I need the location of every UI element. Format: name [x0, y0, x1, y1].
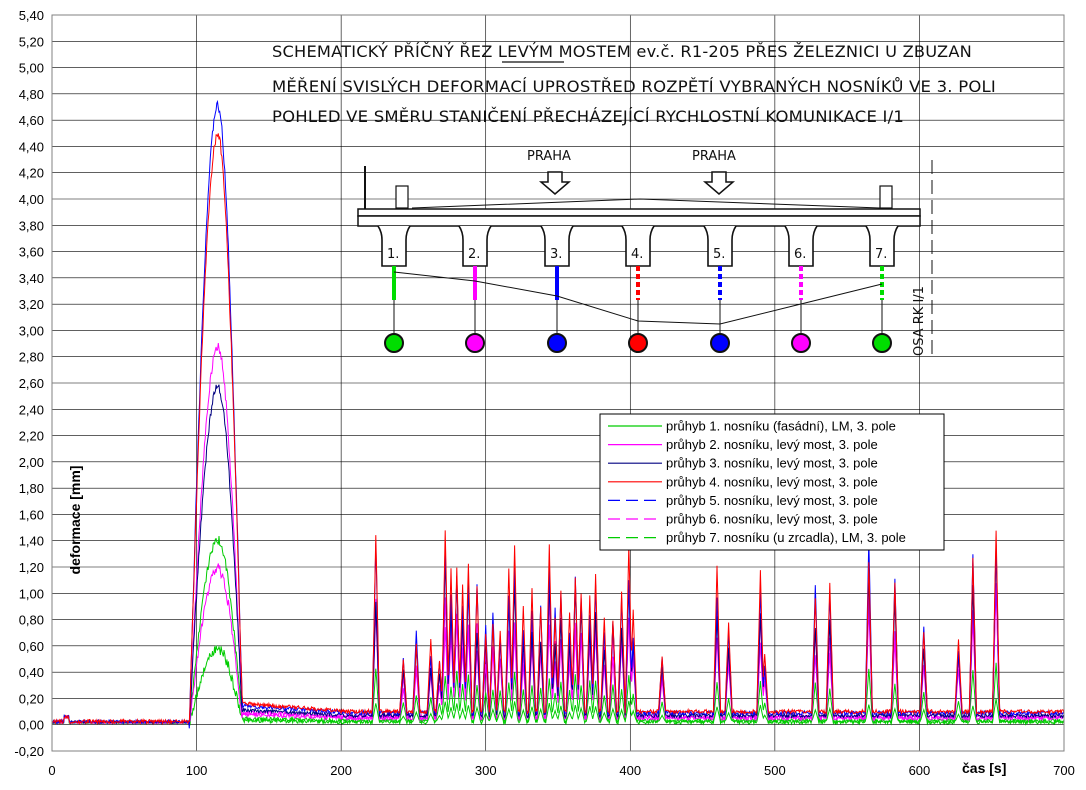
legend-label: průhyb 3. nosníku, levý most, 3. pole	[666, 456, 878, 471]
y-tick-label: 3,40	[19, 271, 44, 286]
y-tick-label: 5,40	[19, 8, 44, 23]
y-tick-label: 4,00	[19, 192, 44, 207]
beam-label: 6.	[794, 247, 806, 262]
x-tick-label: 300	[475, 763, 497, 778]
series-line	[51, 645, 1065, 726]
parapet-left	[395, 185, 409, 209]
chart-subtitle-1: MĚŘENÍ SVISLÝCH DEFORMACÍ UPROSTŘED ROZP…	[272, 77, 996, 96]
y-tick-label: -0,20	[14, 744, 44, 759]
series-line	[52, 133, 1065, 726]
chart-title: SCHEMATICKÝ PŘÍČNÝ ŘEZ LEVÝM MOSTEM ev.č…	[272, 42, 972, 61]
parapet-right	[879, 185, 893, 209]
y-tick-label: 1,80	[19, 481, 44, 496]
legend-label: průhyb 7. nosníku (u zrcadla), LM, 3. po…	[666, 530, 906, 545]
gauge-icon	[547, 333, 567, 353]
legend-label: průhyb 6. nosníku, levý most, 3. pole	[666, 512, 878, 527]
y-tick-label: 3,80	[19, 218, 44, 233]
y-tick-label: 1,20	[19, 560, 44, 575]
legend-label: průhyb 2. nosníku, levý most, 3. pole	[666, 437, 878, 452]
y-tick-label: 2,00	[19, 455, 44, 470]
y-tick-label: 1,40	[19, 534, 44, 549]
y-tick-label: 3,20	[19, 297, 44, 312]
axis-label: OSA RK I/1	[912, 286, 927, 356]
beam-label: 5.	[713, 247, 725, 262]
data-series	[51, 99, 1065, 729]
y-tick-label: 2,60	[19, 376, 44, 391]
deck	[357, 166, 921, 227]
y-tick-label: 3,60	[19, 245, 44, 260]
y-tick-labels: -0,20 0,00 0,20 0,40 0,60 0,80 1,00 1,20 1,40 1,6…	[14, 8, 44, 759]
legend-label: průhyb 1. nosníku (fasádní), LM, 3. pole	[666, 419, 896, 434]
y-tick-label: 1,00	[19, 586, 44, 601]
gauge-icon	[465, 333, 485, 353]
chart-subtitle-2: POHLED VE SMĚRU STANIČENÍ PŘECHÁZEJÍCÍ R…	[272, 107, 904, 126]
beam-label: 2.	[468, 247, 480, 262]
y-tick-label: 5,20	[19, 34, 44, 49]
gauge-icon	[628, 333, 648, 353]
arrow-down-icon	[702, 171, 736, 195]
gauge-icon	[872, 333, 892, 353]
x-tick-label: 0	[48, 763, 55, 778]
deflection-curve	[393, 271, 883, 325]
y-tick-label: 2,80	[19, 350, 44, 365]
x-tick-labels: 0 100 200 300 400 500 600 700	[48, 763, 1074, 778]
deck-top	[357, 208, 921, 217]
x-tick-label: 500	[764, 763, 786, 778]
gauge-icon	[791, 333, 811, 353]
y-tick-label: 2,40	[19, 402, 44, 417]
y-tick-label: 0,20	[19, 691, 44, 706]
y-tick-label: 0,80	[19, 613, 44, 628]
beam-label: 7.	[875, 247, 887, 262]
legend-label: průhyb 4. nosníku, levý most, 3. pole	[666, 474, 878, 489]
arrow-down-icon	[538, 171, 572, 195]
x-axis-label: čas [s]	[962, 760, 1006, 776]
x-tick-label: 200	[330, 763, 352, 778]
y-tick-label: 4,20	[19, 166, 44, 181]
y-axis-label: deformace [mm]	[67, 466, 83, 575]
y-tick-label: 0,40	[19, 665, 44, 680]
y-tick-label: 0,60	[19, 639, 44, 654]
y-tick-label: 4,60	[19, 113, 44, 128]
arrow-label-left: PRAHA	[527, 149, 571, 164]
beam-label: 4.	[631, 247, 643, 262]
deck-slab	[357, 215, 921, 227]
y-tick-label: 3,00	[19, 323, 44, 338]
plot-frame	[51, 14, 1065, 752]
y-tick-label: 4,80	[19, 87, 44, 102]
bridge-cross-section: PRAHA PRAHA OSA RK I/1 1. 2. 3. 4. 5. 6. 7.	[357, 149, 933, 356]
x-tick-label: 400	[619, 763, 641, 778]
gauge-icon	[384, 333, 404, 353]
beam-label: 3.	[550, 247, 562, 262]
y-tick-label: 5,00	[19, 61, 44, 76]
x-tick-label: 600	[909, 763, 931, 778]
series-line	[51, 342, 1065, 726]
road-surface	[411, 198, 881, 209]
gauge-icon	[710, 333, 730, 353]
beam-label: 1.	[387, 247, 399, 262]
y-tick-label: 2,20	[19, 429, 44, 444]
beams: 1. 2. 3. 4. 5. 6. 7.	[377, 225, 899, 353]
series-line	[51, 536, 1065, 727]
x-tick-label: 700	[1053, 763, 1075, 778]
y-tick-label: 1,60	[19, 507, 44, 522]
arrow-label-right: PRAHA	[692, 149, 736, 164]
legend-label: průhyb 5. nosníku, levý most, 3. pole	[666, 493, 878, 508]
y-tick-label: 0,00	[19, 718, 44, 733]
x-tick-label: 100	[186, 763, 208, 778]
legend: průhyb 1. nosníku (fasádní), LM, 3. pole…	[599, 413, 945, 551]
y-tick-label: 4,40	[19, 139, 44, 154]
